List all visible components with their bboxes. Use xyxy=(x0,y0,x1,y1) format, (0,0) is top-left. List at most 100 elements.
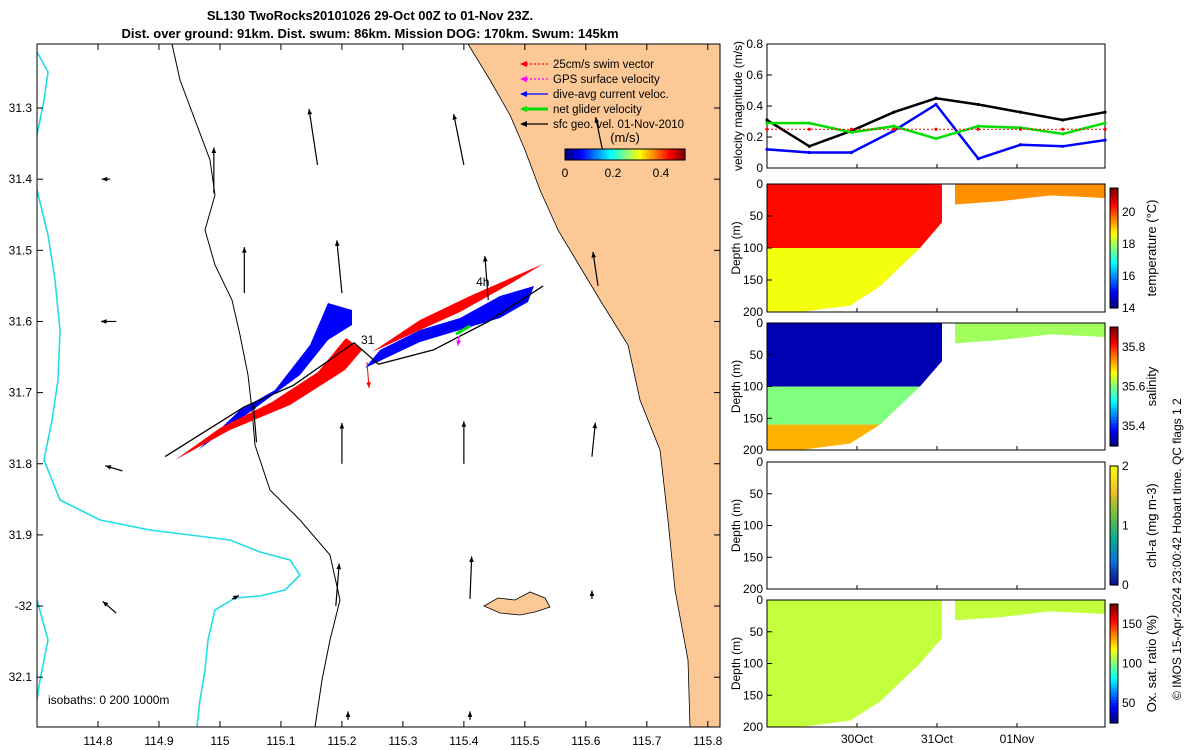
panel-3-cbar-seg-9 xyxy=(1110,416,1118,420)
map-ytick-label-1: 31.4 xyxy=(9,172,33,186)
panel-3-cbar-seg-38 xyxy=(1110,329,1118,334)
panel-2-cbar-seg-10 xyxy=(1110,275,1118,279)
panel-4-cbar-seg-16 xyxy=(1110,534,1118,538)
map-colorbar-seg-36 xyxy=(637,149,640,160)
track-label-day: 31 xyxy=(361,333,375,347)
velocity-point-1-2 xyxy=(849,150,854,155)
panel-5-cbar-seg-19 xyxy=(1110,663,1118,668)
map-ytick-label-6: 31.9 xyxy=(9,528,33,542)
map-colorbar-seg-10 xyxy=(585,149,588,160)
velocity-point-2-3 xyxy=(892,124,896,128)
velocity-point-0-5 xyxy=(976,102,980,107)
map-colorbar-seg-23 xyxy=(611,149,614,160)
map-xtick-label-10: 115.8 xyxy=(693,734,722,748)
current-vector-21-head xyxy=(467,711,473,717)
current-fan-west xyxy=(198,303,352,450)
panel-5-cbar-seg-35 xyxy=(1110,615,1118,620)
current-vector-8 xyxy=(591,251,599,286)
velocity-ylabel: velocity magnitude (m/s) xyxy=(731,41,745,171)
current-vector-7-head xyxy=(482,255,488,262)
panel-4-cbar-seg-34 xyxy=(1110,480,1118,485)
panel-3-ytick-label-3: 150 xyxy=(743,411,763,425)
current-vector-17 xyxy=(335,563,342,607)
panel-2-cbar-seg-23 xyxy=(1110,236,1118,240)
velocity-point-1-4 xyxy=(934,102,938,107)
current-vector-15-head xyxy=(102,601,109,607)
map-colorbar-seg-25 xyxy=(615,149,618,160)
panel-2-cbar-seg-36 xyxy=(1110,197,1118,201)
panel-4-cbar-seg-4 xyxy=(1110,570,1118,574)
current-vector-3 xyxy=(452,113,465,166)
current-vector-0 xyxy=(101,176,111,182)
current-vector-13 xyxy=(461,421,467,464)
legend-head-2 xyxy=(520,91,527,97)
map-colorbar-tick-0: 0 xyxy=(562,166,569,180)
map-xtick-label-3: 115.1 xyxy=(266,734,295,748)
panel-4-cbar-seg-19 xyxy=(1110,525,1118,530)
velocity-point-2-7 xyxy=(1061,132,1065,136)
panel-4-cbar-seg-24 xyxy=(1110,510,1118,515)
current-vector-18-head xyxy=(469,556,474,563)
velocity-point-3-8 xyxy=(1103,127,1107,131)
current-vector-19-head xyxy=(589,590,595,596)
map-colorbar-seg-31 xyxy=(627,149,630,160)
panel-4-cbar-seg-5 xyxy=(1110,567,1118,571)
panel-4-cbar-seg-25 xyxy=(1110,507,1118,512)
credit-text: © IMOS 15-Apr-2024 23:00:42 Hobart time.… xyxy=(1170,398,1184,700)
velocity-point-0-3 xyxy=(892,110,896,114)
current-vector-13-head xyxy=(461,421,467,427)
panel-3-cbar-seg-2 xyxy=(1110,437,1118,441)
panel-2-cbar-seg-17 xyxy=(1110,254,1118,258)
current-vector-8-head xyxy=(591,251,597,258)
panel-4-cbar-frame xyxy=(1109,465,1119,586)
current-vector-11 xyxy=(251,403,258,443)
map-colorbar-seg-12 xyxy=(589,149,592,160)
current-vector-17-shaft xyxy=(335,563,340,607)
panel-2-ytick-label-2: 100 xyxy=(743,241,763,255)
panel-3-cbar-seg-32 xyxy=(1110,347,1118,352)
current-vector-2 xyxy=(307,108,319,166)
current-vector-0-head xyxy=(101,176,108,182)
island xyxy=(483,591,551,616)
map-colorbar-seg-52 xyxy=(669,149,672,160)
panel-2-cbar-tick-2: 18 xyxy=(1122,237,1136,251)
swim-vector-arrow-head xyxy=(366,382,371,388)
panel-5-cbar-seg-2 xyxy=(1110,714,1118,718)
panel-4-cbar-seg-8 xyxy=(1110,558,1118,562)
map-colorbar-seg-54 xyxy=(673,149,676,160)
panel-4-cbar-seg-28 xyxy=(1110,498,1118,503)
panel-2-cbar-seg-38 xyxy=(1110,191,1118,195)
panel-5-cbar-seg-38 xyxy=(1110,606,1118,611)
map-colorbar-seg-56 xyxy=(677,149,680,160)
panel-5-ytick-label-0: 0 xyxy=(756,593,763,607)
current-vector-21 xyxy=(467,711,473,720)
panel-3-cbar-seg-12 xyxy=(1110,407,1118,411)
panel-2-ytick-label-0: 0 xyxy=(756,177,763,191)
swim-fan-west xyxy=(175,338,362,460)
velocity-point-2-2 xyxy=(849,130,854,134)
map-colorbar-seg-32 xyxy=(629,149,632,160)
panel-5-cbar-seg-23 xyxy=(1110,651,1118,656)
panel-4-cbar-seg-7 xyxy=(1110,561,1118,565)
current-vector-17-head xyxy=(336,563,342,570)
map-colorbar-seg-6 xyxy=(577,149,580,160)
velocity-point-2-1 xyxy=(807,121,811,125)
panel-4-cbar-seg-10 xyxy=(1110,552,1118,556)
current-vector-20-head xyxy=(345,711,351,717)
panel-4-cbar-seg-31 xyxy=(1110,489,1118,494)
panel-5-cbar-seg-17 xyxy=(1110,669,1118,674)
map-colorbar-seg-42 xyxy=(649,149,652,160)
panel-4-cbar-seg-22 xyxy=(1110,516,1118,521)
panel-2-cbar-seg-5 xyxy=(1110,290,1118,294)
map-colorbar-seg-51 xyxy=(667,149,670,160)
panel-5-cbar-tick-2: 150 xyxy=(1122,617,1142,631)
map-colorbar-seg-48 xyxy=(661,149,664,160)
map-colorbar-seg-11 xyxy=(587,149,590,160)
map-colorbar-seg-30 xyxy=(625,149,628,160)
panel-4-cbar-seg-38 xyxy=(1110,468,1118,473)
panel-2-cbar-seg-16 xyxy=(1110,257,1118,261)
velocity-point-3-6 xyxy=(1018,127,1023,131)
map-colorbar-seg-40 xyxy=(645,149,648,160)
panel-3-cbar-seg-24 xyxy=(1110,371,1118,376)
